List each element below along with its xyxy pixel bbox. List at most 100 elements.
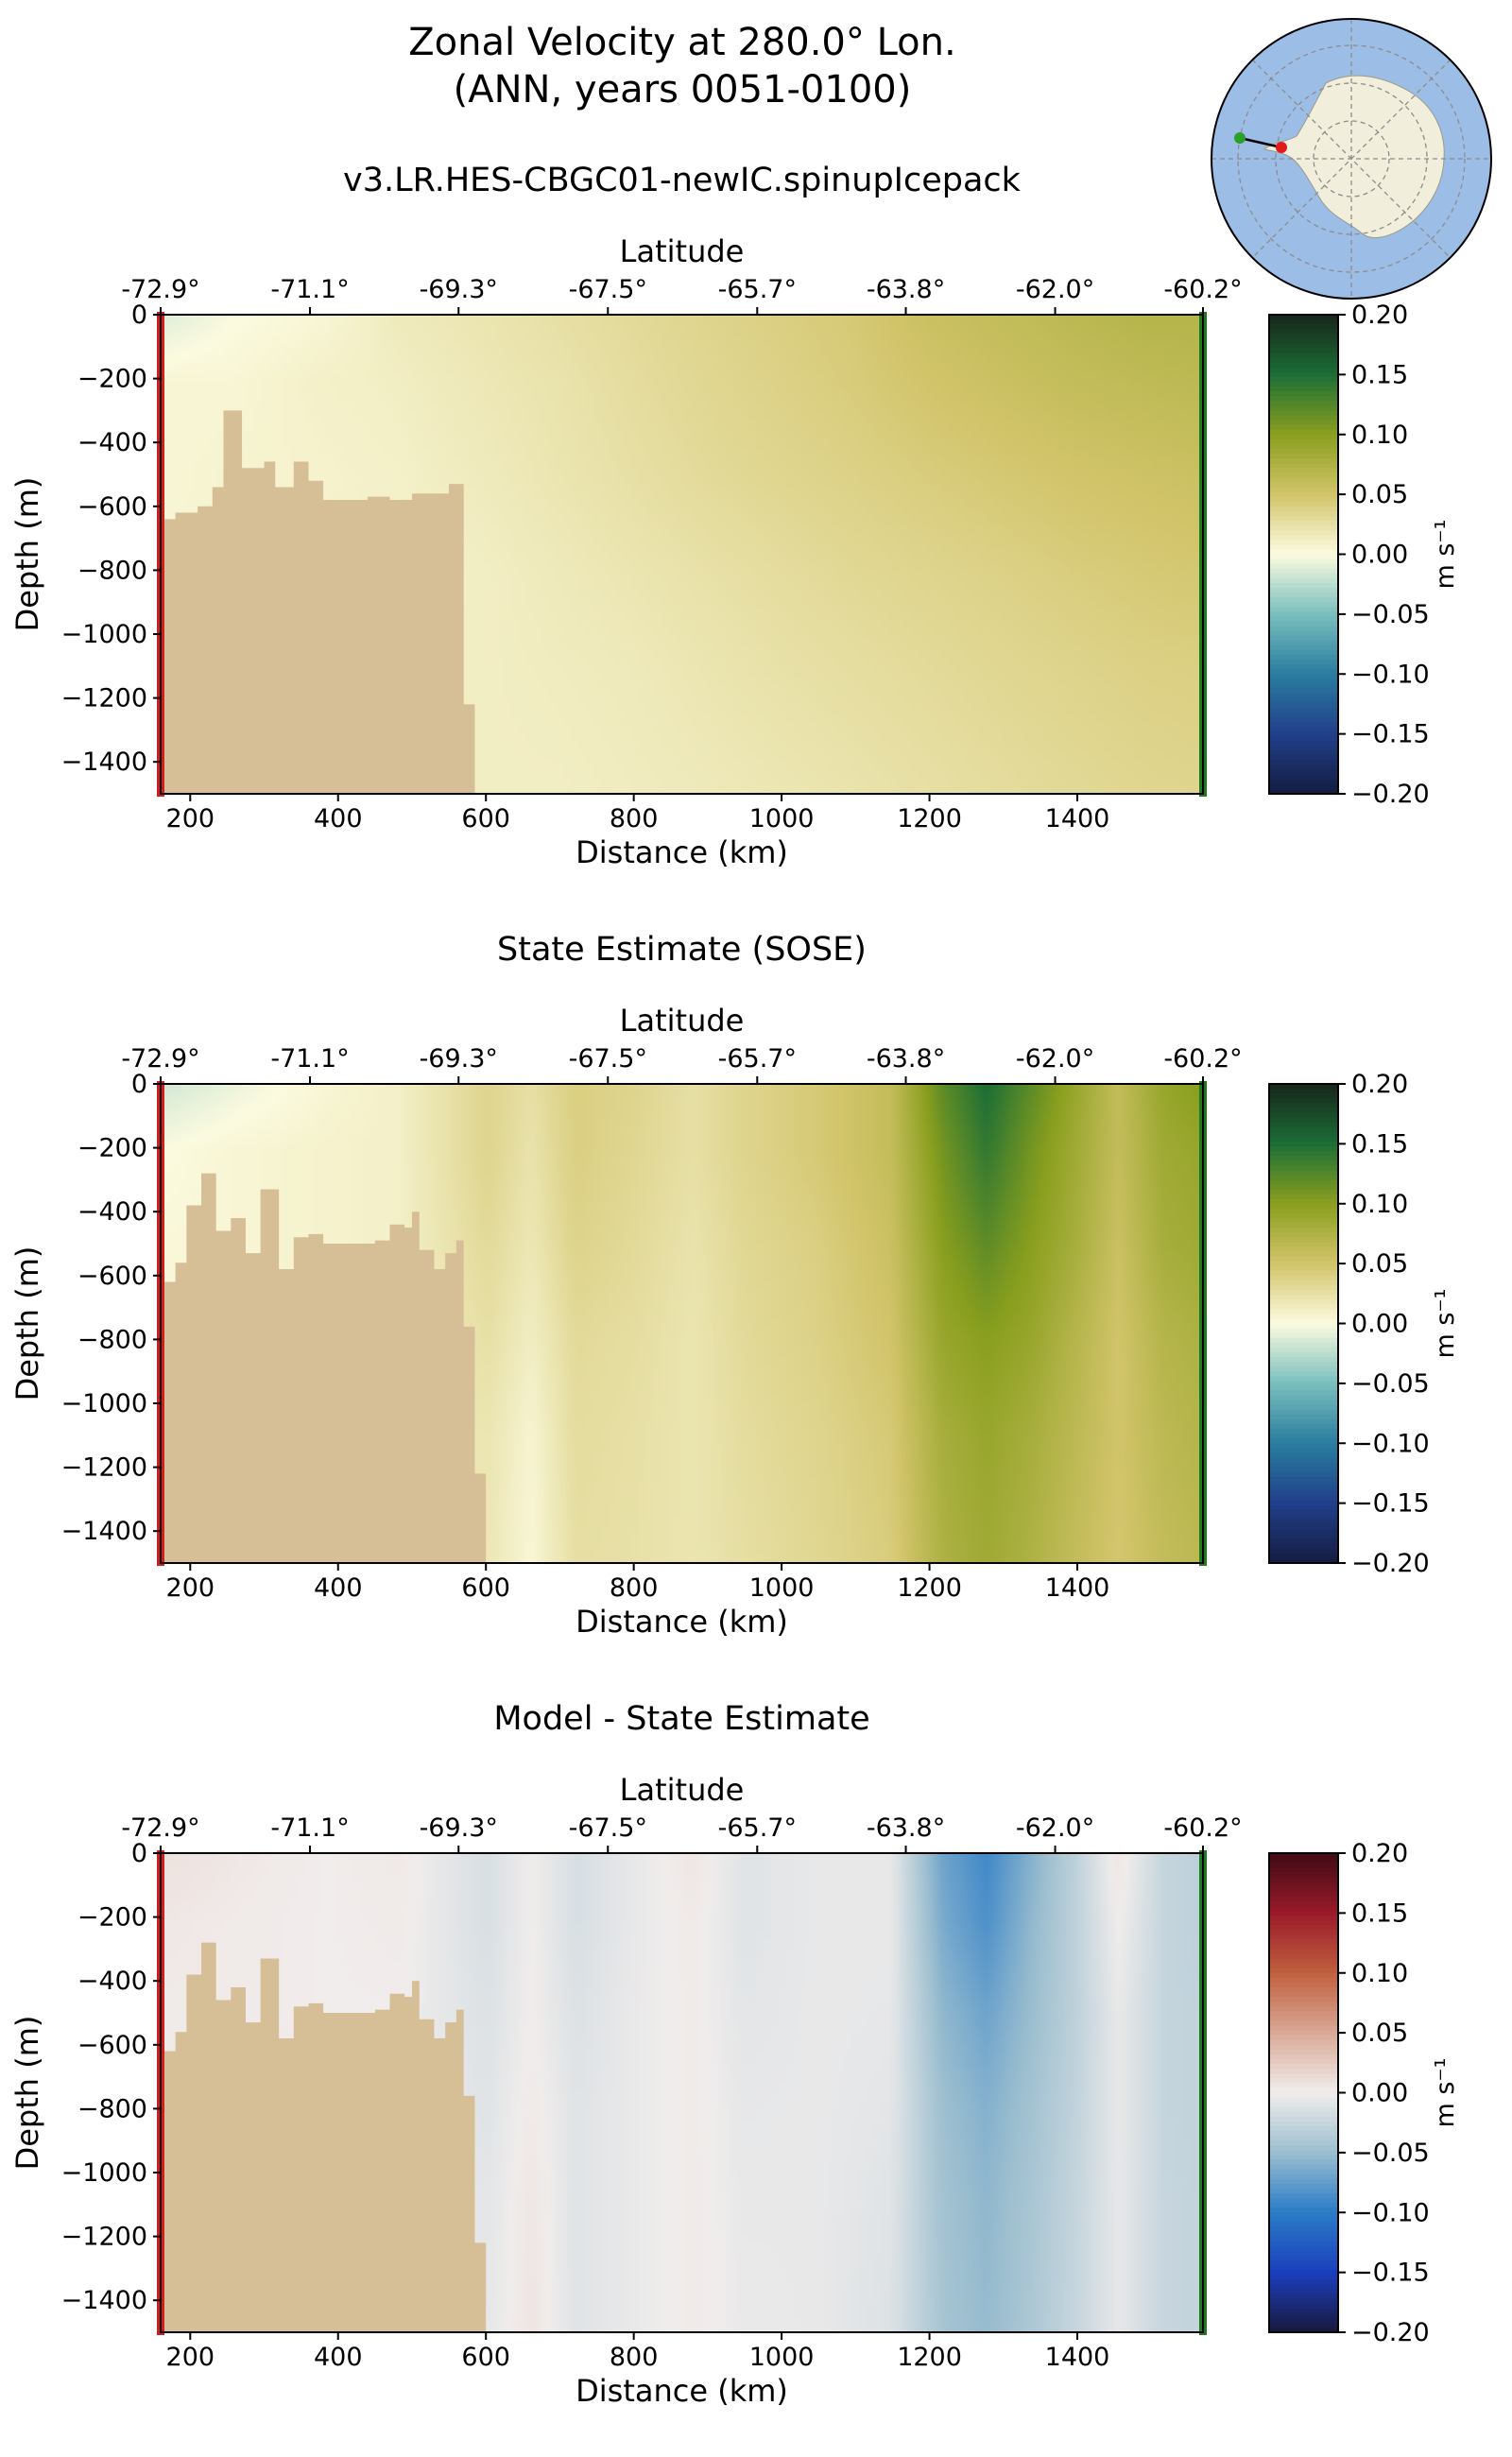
colorbar-segment: [1269, 774, 1338, 781]
y-tick-label: −400: [77, 1197, 147, 1227]
colorbar-segment: [1269, 1194, 1338, 1200]
colorbar-segment: [1269, 2183, 1338, 2190]
colorbar-segment: [1269, 1246, 1338, 1253]
colorbar-segment: [1269, 2327, 1338, 2333]
colorbar-segment: [1269, 1438, 1338, 1444]
colorbar-segment: [1269, 482, 1338, 489]
colorbar-segment: [1269, 697, 1338, 704]
colorbar-segment: [1269, 506, 1338, 512]
colorbar-segment: [1269, 1270, 1338, 1277]
colorbar-segment: [1269, 573, 1338, 579]
colorbar-segment: [1269, 1112, 1338, 1119]
colorbar-segment: [1269, 736, 1338, 742]
colorbar-segment: [1269, 2136, 1338, 2141]
colorbar-tick-label: 0.20: [1351, 1070, 1408, 1099]
colorbar-segment: [1269, 1179, 1338, 1186]
colorbar-segment: [1269, 2092, 1338, 2099]
colorbar-segment: [1269, 1448, 1338, 1453]
panel-title: State Estimate (SOSE): [497, 931, 867, 969]
colorbar-segment: [1269, 2111, 1338, 2118]
colorbar-segment: [1269, 319, 1338, 325]
colorbar-segment: [1269, 1304, 1338, 1310]
colorbar-segment: [1269, 727, 1338, 732]
colorbar-segment: [1269, 1356, 1338, 1363]
colorbar-segment: [1269, 1967, 1338, 1974]
colorbar-segment: [1269, 1534, 1338, 1540]
y-tick-label: −1400: [61, 2286, 147, 2315]
colorbar-segment: [1269, 1891, 1338, 1898]
latitude-tick-label: -71.1°: [270, 1813, 349, 1843]
y-tick-label: 0: [131, 301, 147, 330]
colorbar-segment: [1269, 2002, 1338, 2007]
colorbar-segment: [1269, 2121, 1338, 2127]
colorbar-segment: [1269, 1170, 1338, 1176]
colorbar-segment: [1269, 2217, 1338, 2223]
colorbar-segment: [1269, 1098, 1338, 1104]
colorbar-segment: [1269, 788, 1338, 795]
colorbar-segment: [1269, 607, 1338, 612]
latitude-tick-label: -72.9°: [121, 275, 199, 304]
y-tick-label: −1200: [61, 2223, 147, 2252]
colorbar-segment: [1269, 765, 1338, 771]
x-axis-label: Distance (km): [576, 834, 788, 870]
colorbar-segment: [1269, 2294, 1338, 2300]
colorbar-segment: [1269, 1089, 1338, 1094]
latitude-tick-label: -63.8°: [867, 1044, 945, 1074]
y-tick-label: −200: [77, 365, 147, 394]
colorbar-segment: [1269, 640, 1338, 646]
seafloor-land: [161, 1942, 487, 2332]
colorbar-segment: [1269, 2073, 1338, 2079]
colorbar-segment: [1269, 1314, 1338, 1320]
colorbar-segment: [1269, 510, 1338, 517]
colorbar-segment: [1269, 731, 1338, 737]
colorbar-segment: [1269, 2169, 1338, 2175]
seafloor-land: [161, 1173, 487, 1563]
colorbar-tick-label: −0.20: [1351, 2318, 1430, 2347]
colorbar-segment: [1269, 2069, 1338, 2074]
colorbar-segment: [1269, 1390, 1338, 1397]
colorbar-segment: [1269, 721, 1338, 728]
colorbar-segment: [1269, 593, 1338, 598]
colorbar-segment: [1269, 438, 1338, 445]
colorbar-segment: [1269, 1538, 1338, 1545]
x-tick-label: 400: [314, 804, 363, 833]
colorbar-segment: [1269, 2150, 1338, 2156]
colorbar-segment: [1269, 1184, 1338, 1191]
colorbar-segment: [1269, 1529, 1338, 1536]
x-tick-label: 200: [166, 2343, 215, 2372]
colorbar-segment: [1269, 334, 1338, 339]
x-tick-label: 800: [610, 2343, 659, 2372]
colorbar-segment: [1269, 1217, 1338, 1224]
colorbar-segment: [1269, 1228, 1338, 1233]
colorbar-segment: [1269, 1501, 1338, 1506]
colorbar-segment: [1269, 1863, 1338, 1868]
colorbar-segment: [1269, 1953, 1338, 1960]
plot-frame: [160, 1083, 1204, 1564]
colorbar-segment: [1269, 429, 1338, 436]
colorbar-segment: [1269, 1093, 1338, 1099]
colorbar-segment: [1269, 712, 1338, 718]
colorbar-tick-label: −0.10: [1351, 2198, 1430, 2227]
y-tick-label: −800: [77, 1325, 147, 1354]
colorbar-tick-label: 0.00: [1351, 2079, 1408, 2108]
colorbar-segment: [1269, 1131, 1338, 1138]
colorbar-tick-label: −0.10: [1351, 1429, 1430, 1458]
colorbar-segment: [1269, 1117, 1338, 1124]
colorbar-segment: [1269, 2212, 1338, 2218]
colorbar-segment: [1269, 2178, 1338, 2185]
colorbar-segment: [1269, 683, 1338, 690]
colorbar-label: m s⁻¹: [1431, 519, 1460, 589]
x-tick-label: 1400: [1045, 1573, 1110, 1603]
latitude-tick-label: -67.5°: [569, 275, 647, 304]
colorbar-segment: [1269, 1972, 1338, 1979]
colorbar: 0.20 0.15 0.10 0.05 0.00 −0.05 −0.10 −0.15 −0.20…: [1268, 301, 1460, 809]
colorbar-segment: [1269, 1457, 1338, 1464]
y-tick-label: −400: [77, 1967, 147, 1996]
colorbar-segment: [1269, 2097, 1338, 2104]
y-axis-label: Depth (m): [9, 477, 45, 632]
plot-frame: [160, 1852, 1204, 2333]
colorbar-tick-label: 0.10: [1351, 1959, 1408, 1988]
x-tick-label: 600: [461, 1573, 510, 1603]
colorbar-segment: [1269, 1520, 1338, 1526]
colorbar-segment: [1269, 1323, 1338, 1330]
